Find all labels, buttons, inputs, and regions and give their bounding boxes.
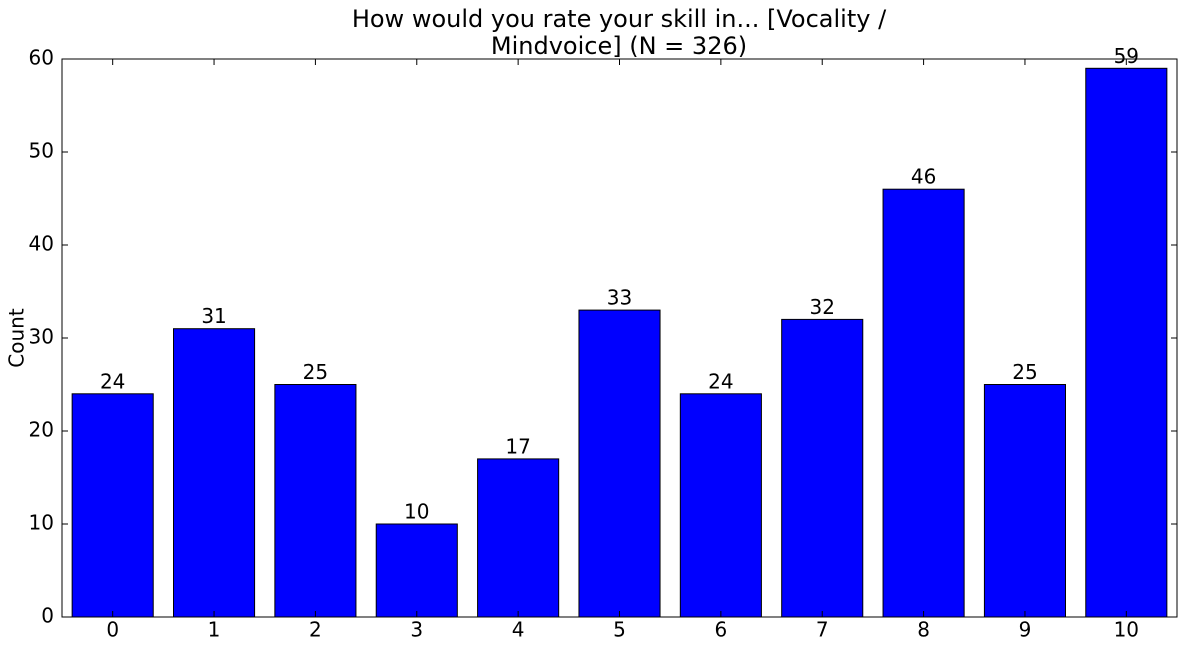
bar: [1085, 67, 1168, 618]
bar: [477, 458, 560, 618]
x-tick-label: 9: [1019, 618, 1032, 642]
value-label: 25: [303, 360, 328, 384]
value-label: 32: [810, 295, 835, 319]
value-label: 25: [1012, 360, 1037, 384]
value-label: 10: [404, 500, 429, 524]
value-label: 31: [201, 304, 226, 328]
bar: [71, 393, 154, 618]
y-tick-label: 30: [29, 325, 54, 349]
bar: [679, 393, 762, 618]
x-tick-label: 5: [613, 618, 626, 642]
bar: [882, 188, 965, 618]
y-tick-label: 0: [41, 604, 54, 628]
x-tick-label: 3: [410, 618, 423, 642]
x-tick-label: 7: [816, 618, 829, 642]
bar: [781, 318, 864, 618]
chart-title: Mindvoice] (N = 326): [491, 32, 747, 60]
x-tick-label: 8: [917, 618, 930, 642]
x-tick-label: 10: [1114, 618, 1139, 642]
y-tick-label: 40: [29, 232, 54, 256]
y-tick-label: 50: [29, 139, 54, 163]
value-label: 33: [607, 286, 632, 310]
y-axis-label: Count: [5, 308, 29, 368]
bar: [274, 384, 357, 618]
x-tick-label: 1: [208, 618, 221, 642]
bar: [375, 523, 458, 618]
y-tick-label: 10: [29, 511, 54, 535]
bar: [983, 384, 1067, 618]
x-tick-label: 0: [106, 618, 119, 642]
value-label: 24: [708, 369, 733, 393]
plot-frame: [61, 58, 1178, 618]
x-tick-label: 2: [309, 618, 322, 642]
value-label: 17: [505, 434, 530, 458]
x-tick-label: 6: [714, 618, 727, 642]
value-label: 24: [100, 369, 125, 393]
x-tick-label: 4: [512, 618, 525, 642]
y-tick-label: 60: [29, 46, 54, 70]
chart-title: How would you rate your skill in... [Voc…: [352, 5, 887, 33]
y-tick-label: 20: [29, 418, 54, 442]
bar: [173, 328, 256, 618]
value-label: 46: [911, 165, 936, 189]
bar: [578, 309, 661, 618]
